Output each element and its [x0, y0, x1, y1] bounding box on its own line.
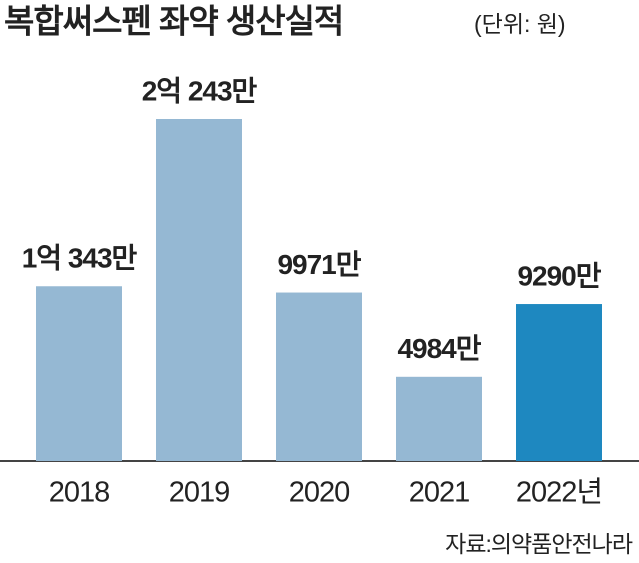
source-note: 자료:의약품안전나라 — [445, 531, 633, 557]
value-label: 9971만 — [277, 249, 361, 280]
value-label: 4984만 — [397, 333, 481, 364]
x-tick-label: 2022년 — [516, 477, 602, 509]
chart-title: 복합써스펜 좌약 생산실적 — [4, 3, 343, 40]
bar — [396, 376, 482, 461]
bar — [156, 119, 242, 461]
bar — [276, 292, 362, 461]
bar — [36, 286, 122, 461]
x-tick-label: 2020 — [289, 477, 350, 509]
x-tick-label: 2018 — [49, 477, 110, 509]
value-label: 1억 343만 — [22, 243, 138, 274]
chart-subtitle: (단위: 원) — [474, 11, 566, 37]
x-tick-label: 2021 — [409, 477, 470, 509]
x-tick-label: 2019 — [169, 477, 230, 509]
value-label: 9290만 — [517, 260, 601, 291]
bar — [516, 304, 602, 461]
value-label: 2억 243만 — [142, 75, 258, 106]
